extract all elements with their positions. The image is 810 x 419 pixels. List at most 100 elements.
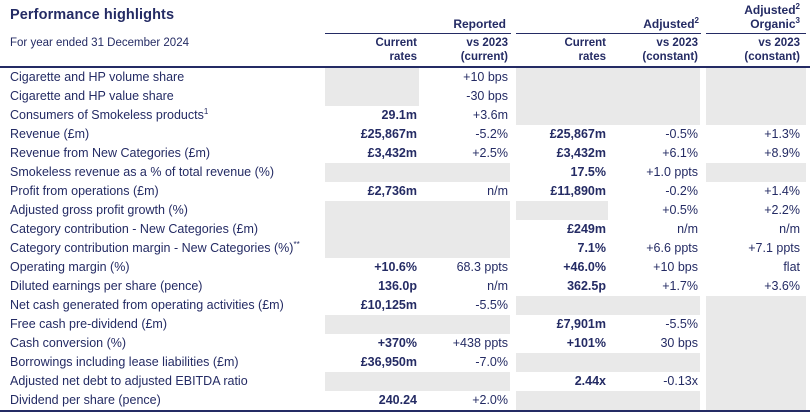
- column-header-reported-current-rates: Current rates: [375, 37, 417, 63]
- cell-reported-vs-2023: n/m: [487, 184, 508, 198]
- cell-adjusted-current-rates: [516, 68, 608, 87]
- table-row: Net cash generated from operating activi…: [0, 296, 810, 315]
- cell-reported-current-rates: [325, 315, 419, 334]
- cell-adjusted-vs-2023: [608, 353, 700, 372]
- row-label: Cash conversion (%): [10, 336, 127, 350]
- cell-reported-current-rates: 240.24: [378, 393, 417, 407]
- cell-adjusted-vs-2023: -0.2%: [665, 184, 698, 198]
- row-label: Category contribution - New Categories (…: [10, 222, 259, 236]
- table-row: Profit from operations (£m) £2,736m n/m £11…: [0, 182, 810, 201]
- cell-reported-current-rates: [325, 201, 419, 220]
- cell-adjusted-current-rates: [516, 106, 608, 125]
- cell-adjusted-vs-2023: 30 bps: [660, 336, 698, 350]
- cell-organic-vs-2023: n/m: [779, 222, 800, 236]
- cell-adjusted-current-rates: [516, 296, 608, 315]
- table-row: Revenue (£m) £25,867m -5.2% £25,867m -0.5% +1…: [0, 125, 810, 144]
- cell-adjusted-vs-2023: n/m: [677, 222, 698, 236]
- cell-reported-current-rates: £10,125m: [360, 298, 417, 312]
- cell-adjusted-vs-2023: -0.13x: [663, 374, 698, 388]
- cell-organic-vs-2023: +3.6%: [764, 279, 800, 293]
- rule-adjusted-organic: [706, 33, 806, 34]
- row-label: Adjusted gross profit growth (%): [10, 203, 188, 217]
- cell-adjusted-vs-2023: +0.5%: [662, 203, 698, 217]
- table-row: Borrowings including lease liabilities (…: [0, 353, 810, 372]
- cell-reported-vs-2023: +2.0%: [472, 393, 508, 407]
- cell-adjusted-current-rates: £249m: [567, 222, 606, 236]
- cell-reported-vs-2023: +438 ppts: [452, 336, 508, 350]
- row-label: Revenue (£m): [10, 127, 90, 141]
- cell-adjusted-current-rates: 17.5%: [570, 165, 606, 179]
- cell-reported-vs-2023: +2.5%: [472, 146, 508, 160]
- table-header: Performance highlights For year ended 31…: [0, 0, 810, 66]
- row-label: Consumers of Smokeless products1: [10, 106, 209, 122]
- row-label: Revenue from New Categories (£m): [10, 146, 211, 160]
- cell-reported-vs-2023: -5.5%: [475, 298, 508, 312]
- cell-organic-vs-2023: +1.3%: [764, 127, 800, 141]
- table-body: Cigarette and HP volume share +10 bps Ciga…: [0, 66, 810, 412]
- table-row: Diluted earnings per share (pence) 136.0p…: [0, 277, 810, 296]
- cell-adjusted-current-rates: [516, 391, 608, 410]
- cell-organic-vs-2023: [706, 296, 806, 315]
- table-row: Operating margin (%) +10.6% 68.3 ppts +46.0…: [0, 258, 810, 277]
- footnote-marker: 2: [694, 16, 699, 25]
- cell-reported-current-rates: 29.1m: [381, 108, 417, 122]
- table-row: Dividend per share (pence) 240.24 +2.0%: [0, 391, 810, 410]
- cell-organic-vs-2023: [706, 334, 806, 353]
- rule-reported: [325, 33, 511, 34]
- cell-adjusted-vs-2023: [608, 106, 700, 125]
- group-header-reported: Reported: [325, 17, 511, 31]
- footnote-marker: **: [293, 239, 300, 249]
- column-header-adjusted-vs-2023: vs 2023 (constant): [642, 37, 698, 63]
- table-row: Cash conversion (%) +370% +438 ppts +101% 30…: [0, 334, 810, 353]
- cell-reported-current-rates: [325, 68, 419, 87]
- group-header-reported-label: Reported: [453, 17, 506, 31]
- cell-organic-vs-2023: [706, 163, 806, 182]
- table-row: Free cash pre-dividend (£m) £7,901m -5.5%: [0, 315, 810, 334]
- cell-reported-current-rates: [325, 87, 419, 106]
- cell-reported-current-rates: £3,432m: [367, 146, 417, 160]
- row-label: Net cash generated from operating activi…: [10, 298, 284, 312]
- rule-adjusted: [516, 33, 701, 34]
- cell-reported-current-rates: [325, 220, 419, 239]
- cell-adjusted-vs-2023: [608, 68, 700, 87]
- cell-adjusted-vs-2023: +6.1%: [662, 146, 698, 160]
- cell-reported-vs-2023: n/m: [487, 279, 508, 293]
- cell-reported-current-rates: +370%: [377, 336, 417, 350]
- cell-reported-vs-2023: [419, 220, 510, 239]
- cell-organic-vs-2023: +7.1 ppts: [748, 241, 800, 255]
- table-row: Cigarette and HP volume share +10 bps: [0, 68, 810, 87]
- table-row: Category contribution margin - New Categ…: [0, 239, 810, 258]
- cell-organic-vs-2023: [706, 391, 806, 410]
- cell-reported-vs-2023: [419, 239, 510, 258]
- cell-reported-vs-2023: [419, 163, 510, 182]
- row-label: Adjusted net debt to adjusted EBITDA rat…: [10, 374, 248, 388]
- footnote-marker: 1: [203, 106, 209, 116]
- cell-reported-current-rates: [325, 163, 419, 182]
- row-label: Free cash pre-dividend (£m): [10, 317, 168, 331]
- footnote-marker: 3: [795, 16, 800, 25]
- cell-adjusted-current-rates: 7.1%: [577, 241, 607, 255]
- footnote-marker: 2: [795, 2, 800, 11]
- cell-adjusted-vs-2023: +1.0 ppts: [646, 165, 698, 179]
- cell-reported-vs-2023: -5.2%: [475, 127, 508, 141]
- group-header-adjusted: Adjusted2: [516, 16, 701, 32]
- cell-reported-current-rates: [325, 372, 419, 391]
- column-header-reported-vs-2023: vs 2023 (current): [460, 37, 508, 63]
- cell-organic-vs-2023: [706, 353, 806, 372]
- cell-organic-vs-2023: [706, 68, 806, 87]
- cell-organic-vs-2023: [706, 315, 806, 334]
- table-row: Cigarette and HP value share -30 bps: [0, 87, 810, 106]
- cell-reported-vs-2023: 68.3 ppts: [456, 260, 508, 274]
- group-header-adjusted-organic: Adjusted2 Organic3: [706, 2, 806, 32]
- cell-adjusted-current-rates: [516, 353, 608, 372]
- cell-adjusted-current-rates: £3,432m: [556, 146, 606, 160]
- cell-adjusted-vs-2023: +10 bps: [653, 260, 698, 274]
- page-title: Performance highlights: [10, 7, 175, 23]
- cell-organic-vs-2023: [706, 372, 806, 391]
- cell-adjusted-current-rates: +46.0%: [563, 260, 606, 274]
- cell-reported-current-rates: +10.6%: [374, 260, 417, 274]
- cell-adjusted-current-rates: £25,867m: [549, 127, 606, 141]
- cell-adjusted-current-rates: [516, 87, 608, 106]
- cell-organic-vs-2023: flat: [783, 260, 800, 274]
